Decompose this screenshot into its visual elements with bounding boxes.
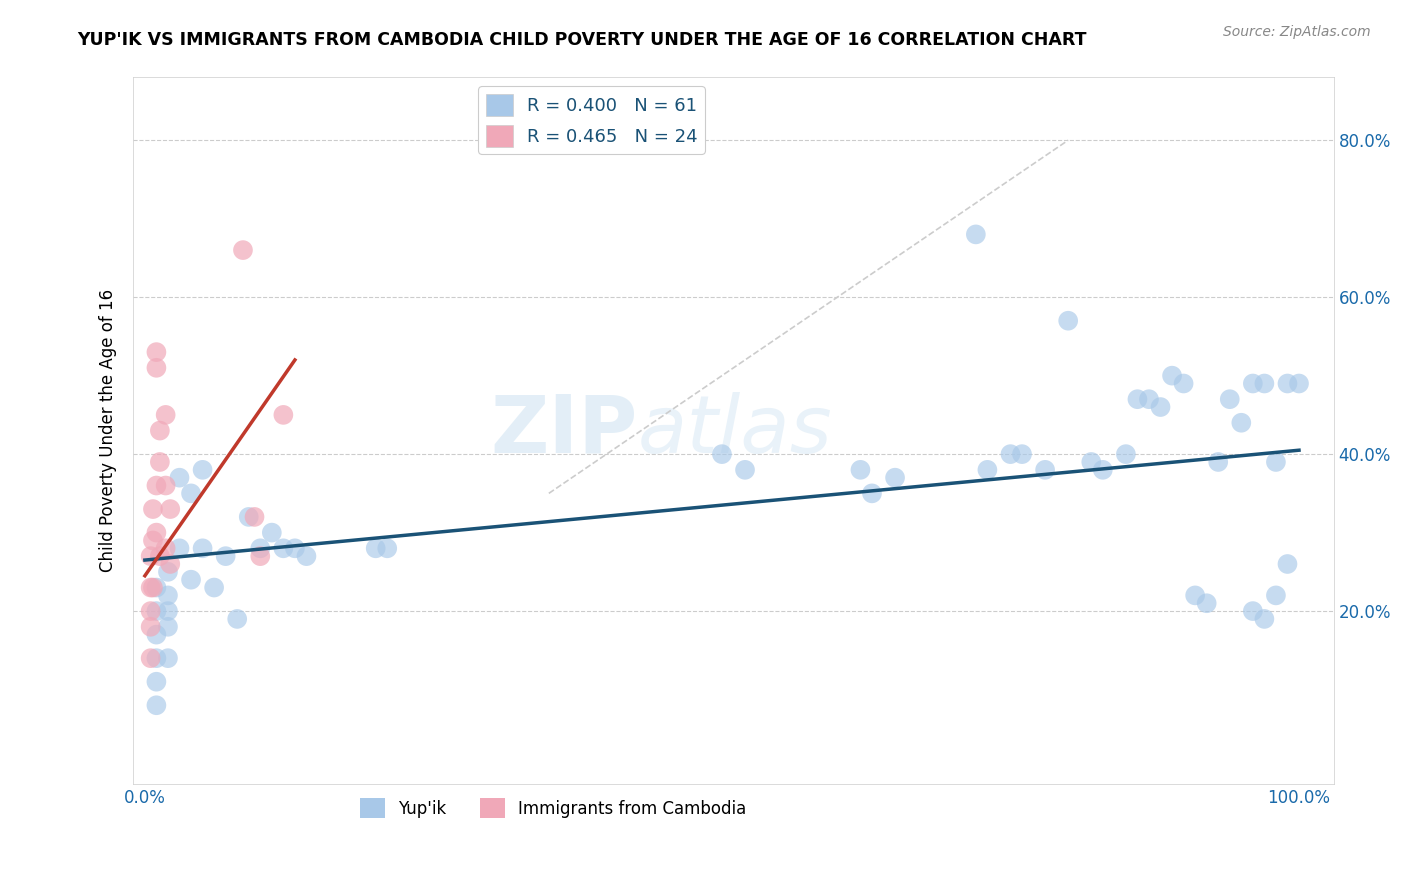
Point <box>273 541 295 556</box>
Point <box>273 408 295 422</box>
Point <box>1033 463 1056 477</box>
Point <box>156 565 179 579</box>
Text: atlas: atlas <box>637 392 832 469</box>
Point <box>232 243 254 257</box>
Point <box>159 502 181 516</box>
Point <box>169 471 191 485</box>
Text: ZIP: ZIP <box>491 392 637 469</box>
Point <box>1091 463 1114 477</box>
Point <box>1126 392 1149 407</box>
Point <box>1253 376 1275 391</box>
Point <box>375 541 398 556</box>
Point <box>295 549 318 563</box>
Legend: Yup'ik, Immigrants from Cambodia: Yup'ik, Immigrants from Cambodia <box>353 791 754 825</box>
Y-axis label: Child Poverty Under the Age of 16: Child Poverty Under the Age of 16 <box>100 289 117 572</box>
Point <box>1241 376 1264 391</box>
Point <box>249 549 271 563</box>
Point <box>1149 400 1171 414</box>
Point <box>1137 392 1160 407</box>
Point <box>149 424 172 438</box>
Point <box>1288 376 1310 391</box>
Point <box>156 651 179 665</box>
Point <box>238 509 260 524</box>
Point <box>860 486 883 500</box>
Point <box>159 557 181 571</box>
Point <box>145 581 167 595</box>
Point <box>139 651 162 665</box>
Point <box>1230 416 1253 430</box>
Point <box>1184 588 1206 602</box>
Point <box>976 463 998 477</box>
Point <box>849 463 872 477</box>
Point <box>1115 447 1137 461</box>
Point <box>1011 447 1033 461</box>
Point <box>1000 447 1022 461</box>
Point <box>142 533 165 548</box>
Point <box>155 478 177 492</box>
Point <box>249 541 271 556</box>
Point <box>142 502 165 516</box>
Point <box>169 541 191 556</box>
Point <box>145 604 167 618</box>
Point <box>1253 612 1275 626</box>
Point <box>243 509 266 524</box>
Point <box>145 525 167 540</box>
Point <box>191 463 214 477</box>
Point <box>145 698 167 713</box>
Point <box>155 541 177 556</box>
Point <box>202 581 225 595</box>
Point <box>965 227 987 242</box>
Point <box>215 549 238 563</box>
Point <box>191 541 214 556</box>
Point <box>1195 596 1218 610</box>
Point <box>1173 376 1195 391</box>
Text: Source: ZipAtlas.com: Source: ZipAtlas.com <box>1223 25 1371 39</box>
Point <box>1241 604 1264 618</box>
Point <box>155 408 177 422</box>
Point <box>149 455 172 469</box>
Point <box>145 674 167 689</box>
Point <box>149 549 172 563</box>
Point <box>156 620 179 634</box>
Point <box>1264 455 1286 469</box>
Point <box>156 604 179 618</box>
Point <box>145 651 167 665</box>
Point <box>1080 455 1102 469</box>
Point <box>145 360 167 375</box>
Point <box>734 463 756 477</box>
Point <box>1161 368 1184 383</box>
Point <box>145 627 167 641</box>
Point <box>142 581 165 595</box>
Point <box>180 573 202 587</box>
Point <box>145 478 167 492</box>
Point <box>156 588 179 602</box>
Text: YUP'IK VS IMMIGRANTS FROM CAMBODIA CHILD POVERTY UNDER THE AGE OF 16 CORRELATION: YUP'IK VS IMMIGRANTS FROM CAMBODIA CHILD… <box>77 31 1087 49</box>
Point <box>226 612 249 626</box>
Point <box>1277 376 1299 391</box>
Point <box>1264 588 1286 602</box>
Point <box>139 581 162 595</box>
Point <box>139 549 162 563</box>
Point <box>139 604 162 618</box>
Point <box>1206 455 1229 469</box>
Point <box>710 447 733 461</box>
Point <box>364 541 387 556</box>
Point <box>139 620 162 634</box>
Point <box>1277 557 1299 571</box>
Point <box>180 486 202 500</box>
Point <box>284 541 307 556</box>
Point <box>1219 392 1241 407</box>
Point <box>884 471 907 485</box>
Point <box>260 525 283 540</box>
Point <box>1057 314 1080 328</box>
Point <box>145 345 167 359</box>
